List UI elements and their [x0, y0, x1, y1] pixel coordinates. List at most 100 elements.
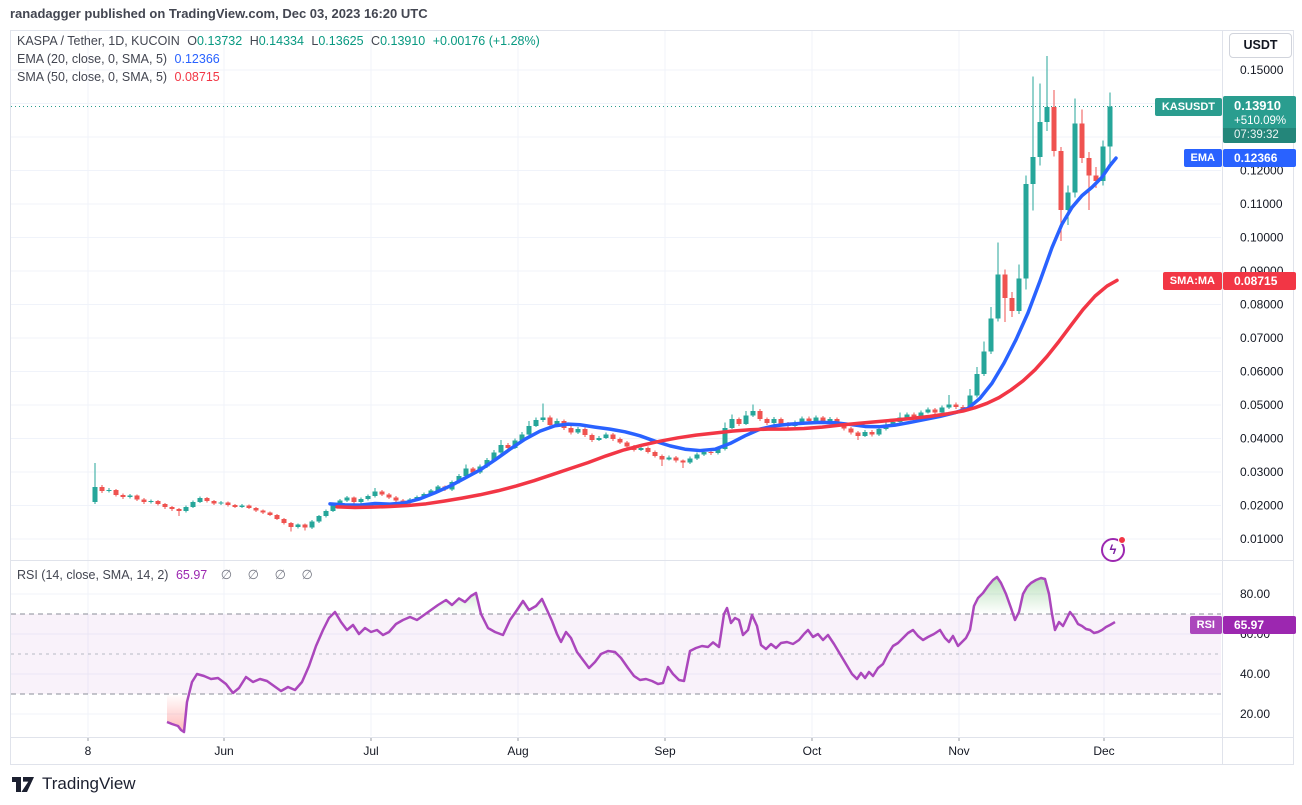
candle-body — [533, 420, 539, 426]
time-axis-label[interactable]: Sep — [654, 744, 676, 758]
candle-body — [988, 318, 994, 352]
price-axis-label[interactable]: 0.01000 — [1240, 532, 1284, 546]
sma-line — [335, 278, 1119, 510]
tradingview-logo[interactable]: TradingView — [12, 774, 136, 794]
candle-body — [771, 419, 777, 424]
time-axis-label[interactable]: Dec — [1093, 744, 1114, 758]
candle-body — [253, 507, 259, 511]
candle-body — [379, 491, 385, 495]
price-axis-label[interactable]: 0.07000 — [1240, 331, 1284, 345]
price-axis-label[interactable]: 0.15000 — [1240, 63, 1284, 77]
candle-body — [645, 447, 651, 452]
candle-body — [148, 501, 154, 503]
time-axis-label[interactable]: Oct — [803, 744, 822, 758]
price-axis-label[interactable]: 0.11000 — [1240, 197, 1283, 211]
candle-body — [1093, 175, 1099, 182]
price-axis-label[interactable]: 0.12000 — [1240, 164, 1284, 178]
price-axis-label[interactable]: 0.02000 — [1240, 499, 1284, 513]
rsi-axis-value[interactable]: 65.97 — [1223, 616, 1296, 634]
candle-body — [232, 505, 238, 507]
candle-body — [120, 494, 126, 498]
candle-body — [967, 395, 973, 410]
rsi-empty-set-icons: ∅ ∅ ∅ ∅ — [220, 567, 319, 582]
candle-body — [596, 437, 602, 440]
candle-body — [687, 458, 693, 463]
rsi-line — [166, 575, 1116, 734]
candle-body — [386, 494, 392, 498]
time-axis-label[interactable]: 8 — [85, 744, 92, 758]
candle-body — [624, 442, 630, 447]
candle-body — [358, 499, 364, 503]
candle-body — [1044, 106, 1050, 122]
candle-body — [1002, 274, 1008, 298]
symbol-legend-row[interactable]: KASPA / Tether, 1D, KUCOIN O0.13732 H0.1… — [17, 34, 540, 48]
ema-axis-value[interactable]: 0.12366 — [1223, 149, 1296, 167]
candle-body — [659, 455, 665, 460]
candle-body — [1065, 192, 1071, 211]
candle-body — [218, 502, 224, 504]
candle-body — [519, 434, 525, 441]
candle-body — [925, 409, 931, 413]
candle-body — [960, 407, 966, 410]
price-axis-label[interactable]: 0.05000 — [1240, 398, 1284, 412]
price-axis-label[interactable]: 0.04000 — [1240, 432, 1284, 446]
sma-legend-value: 0.08715 — [174, 70, 220, 84]
candle-body — [162, 503, 168, 508]
candle-body — [106, 490, 112, 492]
currency-toggle-button[interactable]: USDT — [1229, 33, 1292, 58]
price-axis-label[interactable]: 0.06000 — [1240, 365, 1284, 379]
candle-body — [939, 407, 945, 413]
candle-body — [246, 505, 252, 508]
notification-dot — [1118, 536, 1126, 544]
symbol-title: KASPA / Tether, 1D, KUCOIN — [17, 34, 180, 48]
candle-body — [288, 522, 294, 527]
candle-body — [211, 501, 217, 504]
candle-body — [799, 418, 805, 423]
sma-legend-row[interactable]: SMA (50, close, 0, SMA, 5) 0.08715 — [17, 70, 220, 84]
boost-lightning-icon[interactable]: ϟ — [1101, 536, 1126, 562]
candle-body — [393, 497, 399, 501]
candle-body — [1058, 151, 1064, 211]
candle-body — [372, 491, 378, 497]
time-axis-label[interactable]: Jul — [363, 744, 378, 758]
candle-body — [134, 495, 140, 500]
candle-body — [876, 429, 882, 435]
price-axis-label[interactable]: 0.03000 — [1240, 465, 1284, 479]
rsi-axis-label[interactable]: 40.00 — [1240, 667, 1270, 681]
symbol-price-axis-box[interactable]: 0.13910 +510.09% 07:39:32 — [1223, 96, 1296, 143]
candle-body — [316, 516, 322, 522]
rsi-overbought-fill — [425, 593, 481, 614]
time-axis-label[interactable]: Nov — [948, 744, 969, 758]
candle-body — [1030, 157, 1036, 184]
candle-body — [603, 434, 609, 438]
ema-legend-row[interactable]: EMA (20, close, 0, SMA, 5) 0.12366 — [17, 52, 220, 66]
sma-label-badge[interactable]: SMA:MA — [1162, 272, 1222, 290]
candle-body — [302, 524, 308, 528]
candle-body — [701, 451, 707, 455]
price-axis-label[interactable]: 0.08000 — [1240, 298, 1284, 312]
candle-body — [638, 447, 644, 450]
rsi-legend-row[interactable]: RSI (14, close, SMA, 14, 2) 65.97 ∅ ∅ ∅ … — [17, 567, 319, 583]
rsi-label-badge[interactable]: RSI — [1189, 616, 1222, 634]
candle-body — [197, 498, 203, 502]
rsi-axis-label[interactable]: 80.00 — [1240, 587, 1270, 601]
close-label: C — [371, 34, 381, 48]
candle-body — [946, 404, 952, 408]
candle-body — [183, 506, 189, 512]
symbol-price-label-badge[interactable]: KASUSDT — [1154, 98, 1222, 116]
time-axis-label[interactable]: Aug — [507, 744, 528, 758]
candle-body — [708, 451, 714, 454]
time-axis-label[interactable]: Jun — [214, 744, 233, 758]
tradingview-logo-text: TradingView — [42, 774, 136, 793]
price-axis-label[interactable]: 0.10000 — [1240, 231, 1284, 245]
rsi-axis-label[interactable]: 20.00 — [1240, 707, 1270, 721]
candle-body — [715, 449, 721, 454]
sma-axis-value[interactable]: 0.08715 — [1223, 272, 1296, 290]
low-label: L — [311, 34, 319, 48]
ema-line — [328, 156, 1118, 507]
ema-label-badge[interactable]: EMA — [1183, 149, 1222, 167]
candle-body — [736, 419, 742, 424]
candle-body — [260, 510, 266, 513]
